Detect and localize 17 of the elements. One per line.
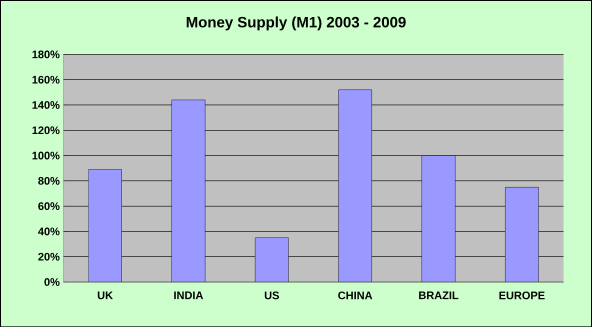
y-tick-label: 0% <box>44 278 60 286</box>
y-tick-label: 100% <box>32 151 60 160</box>
y-tick-label: 20% <box>38 252 60 260</box>
y-tick-label: 180% <box>32 50 60 58</box>
y-tick-label: 60% <box>38 202 60 210</box>
x-tick-label: US <box>264 291 279 300</box>
x-tick-label: BRAZIL <box>419 291 458 299</box>
x-tick-label: INDIA <box>174 291 204 299</box>
x-tick-label: EUROPE <box>499 291 545 300</box>
chart-title: Money Supply (M1) 2003 - 2009 <box>186 16 406 30</box>
y-tick-label: 80% <box>38 176 60 185</box>
y-tick-label: 40% <box>38 227 60 236</box>
y-tick-label: 160% <box>32 76 60 84</box>
x-tick-label: UK <box>98 291 113 299</box>
y-tick-label: 120% <box>32 126 60 134</box>
x-tick-label: CHINA <box>338 291 372 300</box>
y-tick-label: 140% <box>32 100 60 109</box>
